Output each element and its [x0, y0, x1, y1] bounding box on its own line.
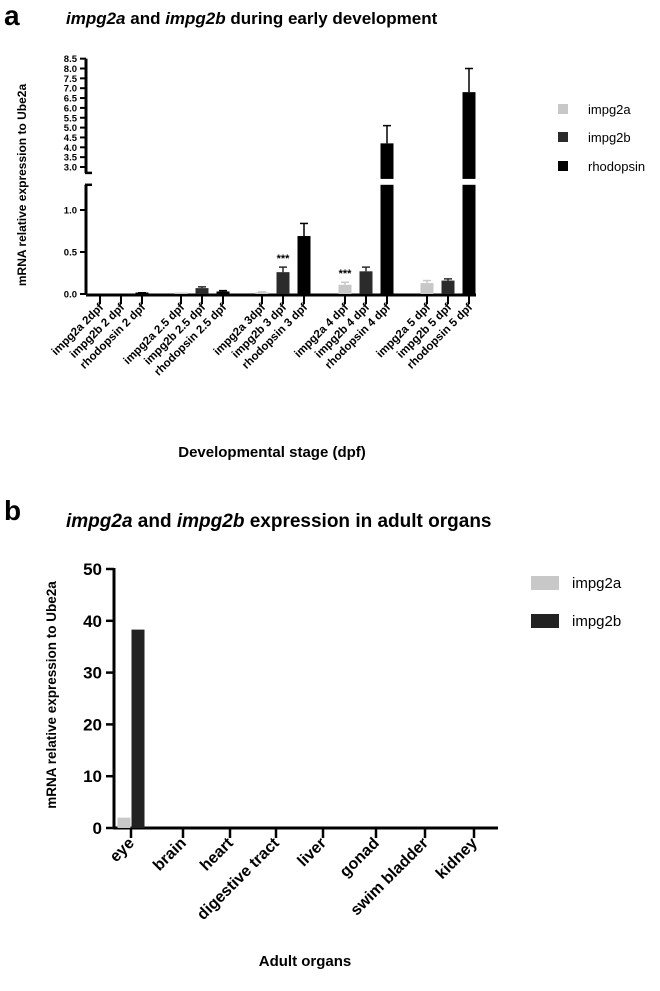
- chart-a-y-axis-title: mRNA relative expression to Ube2a: [15, 84, 29, 287]
- chart-b-y-axis-title: mRNA relative expression to Ube2a: [44, 581, 59, 809]
- chart-b-ytick-label-4: 40: [83, 612, 102, 631]
- chart-a-bar-7: [276, 272, 290, 294]
- chart-a-ytick-label-upper-8: 7.0: [64, 84, 77, 95]
- chart-a-x-axis-title: Developmental stage (dpf): [178, 444, 366, 461]
- chart-a-ytick-label-upper-9: 7.5: [64, 74, 78, 85]
- chart-b-xtick-label-5: gonad: [337, 835, 383, 881]
- chart-a-ytick-label-upper-4: 5.0: [64, 123, 77, 134]
- chart-a-title: impg2a and impg2b during early developme…: [66, 9, 438, 28]
- chart-a-ytick-label-lower-0: 0.0: [64, 290, 77, 301]
- chart-b-bar-impg2a-0: [117, 817, 131, 828]
- chart-a-bar-8: [297, 236, 311, 294]
- chart-b-bar-impg2b-0: [131, 629, 145, 828]
- chart-a-legend-swatch-2: [558, 161, 568, 171]
- chart-b-ytick-label-3: 30: [83, 664, 102, 683]
- chart-a-ytick-label-lower-1: 0.5: [64, 248, 78, 259]
- chart-b-title-part-3: expression in adult organs: [244, 511, 491, 532]
- chart-b-x-axis-title: Adult organs: [259, 953, 352, 970]
- chart-a-sig-9: ***: [339, 268, 353, 280]
- chart-b-title-part-1: and: [133, 511, 177, 532]
- chart-b-title: impg2a and impg2b expression in adult or…: [66, 511, 492, 532]
- chart-a-ytick-label-upper-5: 5.5: [64, 113, 78, 124]
- chart-a-ytick-label-lower-2: 1.0: [64, 206, 77, 217]
- chart-a-ytick-label-upper-0: 3.0: [64, 163, 77, 174]
- chart-a-ytick-label-upper-3: 4.5: [64, 133, 78, 144]
- chart-b: impg2a and impg2b expression in adult or…: [44, 511, 622, 970]
- chart-a-legend-label-1: impg2b: [588, 130, 631, 145]
- panel-a-letter: a: [4, 0, 20, 31]
- chart-a-legend-swatch-1: [558, 132, 568, 142]
- chart-a-bar-10: [359, 271, 373, 294]
- chart-a-bar-11: [380, 143, 394, 179]
- chart-a-legend-label-2: rhodopsin: [588, 159, 645, 174]
- chart-a: impg2a and impg2b during early developme…: [15, 9, 645, 461]
- chart-b-legend-swatch-1: [531, 614, 559, 628]
- chart-a-bar-9: [338, 284, 352, 294]
- chart-a-sig-7: ***: [277, 253, 291, 265]
- chart-a-bar-12: [420, 283, 434, 294]
- chart-a-legend-label-0: impg2a: [588, 102, 631, 117]
- chart-b-xtick-label-0: eye: [107, 835, 138, 866]
- chart-a-bar-5: [216, 291, 230, 294]
- chart-a-title-part-3: during early development: [226, 9, 438, 28]
- chart-b-title-part-2: impg2b: [177, 511, 245, 532]
- chart-a-ytick-label-upper-6: 6.0: [64, 103, 77, 114]
- chart-b-legend-label-1: impg2b: [572, 613, 621, 630]
- chart-a-title-part-1: and: [126, 9, 166, 28]
- chart-a-bar-13: [441, 280, 455, 294]
- chart-a-bar-14-lower: [462, 184, 476, 294]
- chart-a-title-part-0: impg2a: [66, 9, 126, 28]
- chart-a-ytick-label-upper-2: 4.0: [64, 143, 77, 154]
- chart-b-ytick-label-5: 50: [83, 560, 102, 579]
- chart-b-legend-label-0: impg2a: [572, 575, 622, 592]
- chart-a-ytick-label-upper-1: 3.5: [64, 153, 78, 164]
- panel-b-letter: b: [4, 495, 21, 526]
- chart-a-bar-3: [174, 292, 188, 294]
- chart-b-xtick-label-2: heart: [197, 834, 237, 874]
- chart-a-ytick-label-upper-7: 6.5: [64, 94, 78, 105]
- chart-b-xtick-label-1: brain: [150, 835, 190, 875]
- chart-b-title-part-0: impg2a: [66, 511, 133, 532]
- chart-a-title-part-2: impg2b: [165, 9, 225, 28]
- chart-a-bar-14: [462, 92, 476, 179]
- chart-b-xtick-label-3: digestive tract: [194, 834, 283, 923]
- chart-b-legend-swatch-0: [531, 576, 559, 590]
- chart-a-ytick-label-upper-10: 8.0: [64, 64, 77, 75]
- chart-a-legend-swatch-0: [558, 104, 568, 114]
- chart-b-ytick-label-2: 20: [83, 715, 102, 734]
- chart-b-xtick-label-7: kidney: [433, 835, 481, 883]
- chart-a-bar-11-lower: [380, 184, 394, 294]
- chart-a-ytick-label-upper-11: 8.5: [64, 54, 78, 65]
- chart-b-ytick-label-1: 10: [83, 767, 102, 786]
- chart-b-ytick-label-0: 0: [93, 819, 102, 838]
- chart-b-xtick-label-4: liver: [295, 835, 330, 870]
- chart-a-bar-4: [195, 288, 209, 294]
- chart-a-bar-6: [255, 292, 269, 294]
